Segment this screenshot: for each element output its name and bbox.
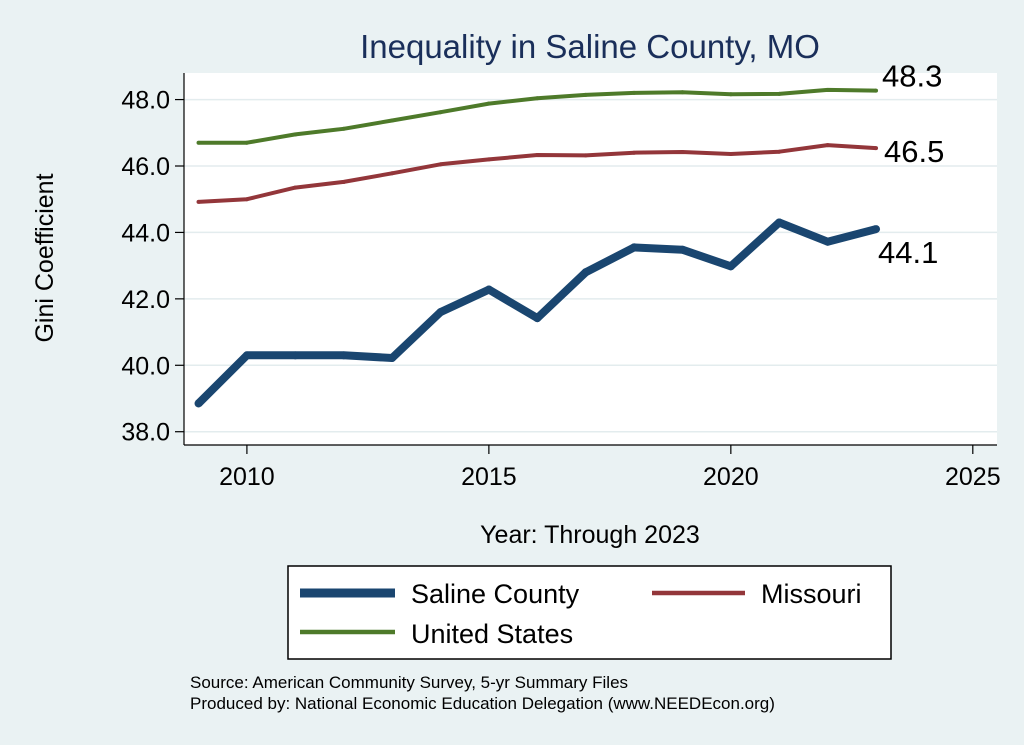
y-tick-label: 46.0 bbox=[121, 153, 170, 181]
data-point bbox=[872, 225, 881, 234]
data-point bbox=[583, 153, 588, 158]
y-tick-label: 48.0 bbox=[121, 87, 170, 115]
data-point bbox=[293, 132, 298, 137]
data-point bbox=[293, 185, 298, 190]
y-axis-title: Gini Coefficient bbox=[31, 173, 59, 342]
grid-lines bbox=[184, 98, 997, 433]
data-point bbox=[242, 351, 251, 360]
y-tick-label: 38.0 bbox=[121, 419, 170, 447]
data-point bbox=[632, 90, 637, 95]
x-tick-label: 2015 bbox=[461, 463, 517, 491]
data-point bbox=[388, 353, 397, 362]
end-value-label-saline-county: 44.1 bbox=[878, 235, 938, 270]
x-tick-label: 2025 bbox=[945, 463, 1001, 491]
end-value-label-united-states: 48.3 bbox=[882, 59, 942, 94]
legend-box bbox=[287, 565, 892, 660]
data-point bbox=[484, 285, 493, 294]
axes bbox=[183, 73, 997, 446]
x-tick-label: 2010 bbox=[219, 463, 275, 491]
data-point bbox=[823, 237, 832, 246]
data-point bbox=[680, 90, 685, 95]
data-point bbox=[390, 118, 395, 123]
source-note: Source: American Community Survey, 5-yr … bbox=[190, 673, 628, 692]
data-point bbox=[825, 143, 830, 148]
x-axis-ticks: 2010 2015 2020 2025 bbox=[219, 445, 1001, 491]
data-point bbox=[194, 399, 203, 408]
data-point bbox=[728, 92, 733, 97]
data-point bbox=[728, 152, 733, 157]
data-point bbox=[874, 88, 879, 93]
legend: Saline County Missouri United States bbox=[287, 565, 892, 660]
data-point bbox=[390, 171, 395, 176]
data-point bbox=[726, 262, 735, 271]
producer-note: Produced by: National Economic Education… bbox=[190, 694, 775, 713]
data-point bbox=[680, 150, 685, 155]
legend-label-saline-county: Saline County bbox=[411, 579, 580, 609]
data-point bbox=[678, 245, 687, 254]
data-point bbox=[341, 179, 346, 184]
y-tick-label: 44.0 bbox=[121, 219, 170, 247]
y-tick-label: 42.0 bbox=[121, 286, 170, 314]
data-point bbox=[583, 92, 588, 97]
end-labels: 44.1 46.5 48.3 bbox=[878, 59, 944, 271]
legend-label-missouri: Missouri bbox=[761, 579, 862, 609]
y-tick-label: 40.0 bbox=[121, 352, 170, 380]
data-point bbox=[196, 199, 201, 204]
end-value-label-missouri: 46.5 bbox=[884, 134, 944, 169]
data-point bbox=[438, 162, 443, 167]
data-point bbox=[775, 218, 784, 227]
data-point bbox=[486, 101, 491, 106]
data-point bbox=[291, 351, 300, 360]
data-point bbox=[244, 197, 249, 202]
data-point bbox=[341, 126, 346, 131]
legend-label-united-states: United States bbox=[411, 619, 573, 649]
data-point bbox=[535, 96, 540, 101]
y-axis-ticks: 38.0 40.0 42.0 44.0 46.0 48.0 bbox=[121, 87, 184, 447]
data-point bbox=[874, 146, 879, 151]
data-point bbox=[196, 140, 201, 145]
plot-area bbox=[184, 73, 997, 445]
data-point bbox=[825, 87, 830, 92]
data-point bbox=[632, 150, 637, 155]
x-tick-label: 2020 bbox=[703, 463, 759, 491]
chart-title: Inequality in Saline County, MO bbox=[360, 28, 820, 65]
data-point bbox=[581, 268, 590, 277]
data-point bbox=[630, 243, 639, 252]
series-lines bbox=[194, 87, 881, 408]
data-point bbox=[436, 308, 445, 317]
data-point bbox=[533, 314, 542, 323]
data-point bbox=[438, 110, 443, 115]
x-axis-title: Year: Through 2023 bbox=[480, 521, 700, 549]
data-point bbox=[339, 351, 348, 360]
data-point bbox=[777, 149, 782, 154]
data-point bbox=[777, 91, 782, 96]
data-point bbox=[486, 157, 491, 162]
data-point bbox=[535, 153, 540, 158]
data-point bbox=[244, 140, 249, 145]
